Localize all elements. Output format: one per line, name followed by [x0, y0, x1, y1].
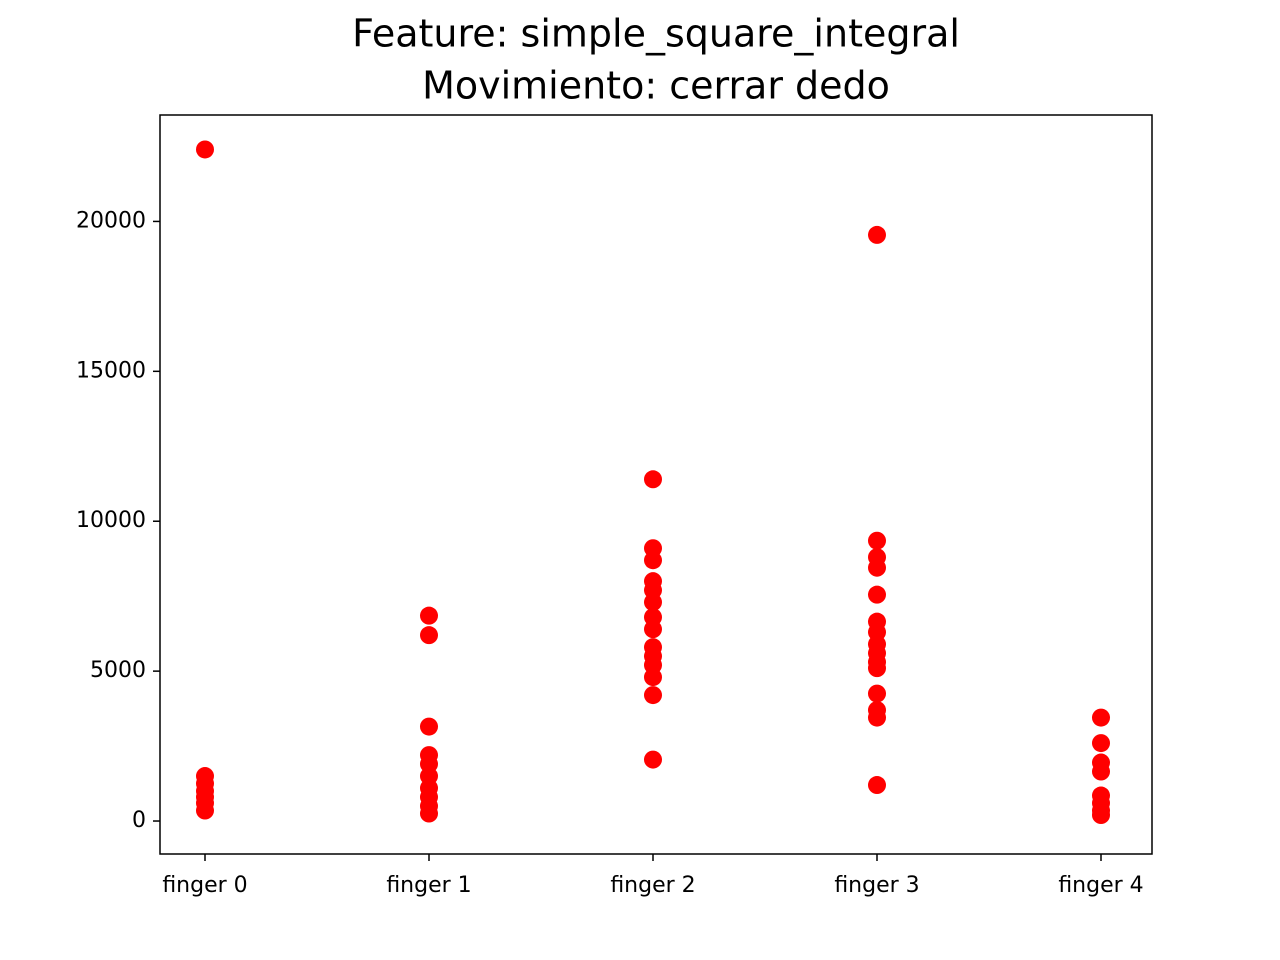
point [868, 531, 886, 550]
point [1092, 708, 1110, 727]
y-tick-label: 10000 [76, 508, 146, 533]
point [868, 708, 886, 727]
point [420, 804, 438, 823]
point [644, 686, 662, 705]
x-tick-label: finger 0 [162, 873, 247, 898]
point [868, 684, 886, 703]
point [868, 225, 886, 244]
point [644, 593, 662, 612]
y-tick-label: 15000 [76, 358, 146, 383]
y-tick-label: 0 [132, 808, 146, 833]
point [420, 717, 438, 736]
point [868, 585, 886, 604]
point [1092, 762, 1110, 781]
plot-frame [159, 114, 1153, 855]
y-tick-label: 20000 [76, 208, 146, 233]
point [420, 626, 438, 645]
point [644, 668, 662, 687]
point [644, 551, 662, 570]
point [644, 620, 662, 639]
x-tick-label: finger 3 [834, 873, 919, 898]
point [868, 558, 886, 577]
point [196, 801, 214, 820]
x-tick-label: finger 4 [1058, 873, 1143, 898]
point [1092, 734, 1110, 753]
chart-subtitle: Movimiento: cerrar dedo [422, 64, 890, 108]
point [868, 776, 886, 795]
point [1092, 806, 1110, 825]
point [644, 470, 662, 489]
point [644, 750, 662, 769]
x-tick-label: finger 2 [610, 873, 695, 898]
point [196, 140, 214, 159]
point [420, 606, 438, 625]
x-tick-label: finger 1 [386, 873, 471, 898]
y-tick-label: 5000 [90, 658, 146, 683]
point [868, 659, 886, 678]
chart-title: Feature: simple_square_integral [352, 12, 960, 56]
